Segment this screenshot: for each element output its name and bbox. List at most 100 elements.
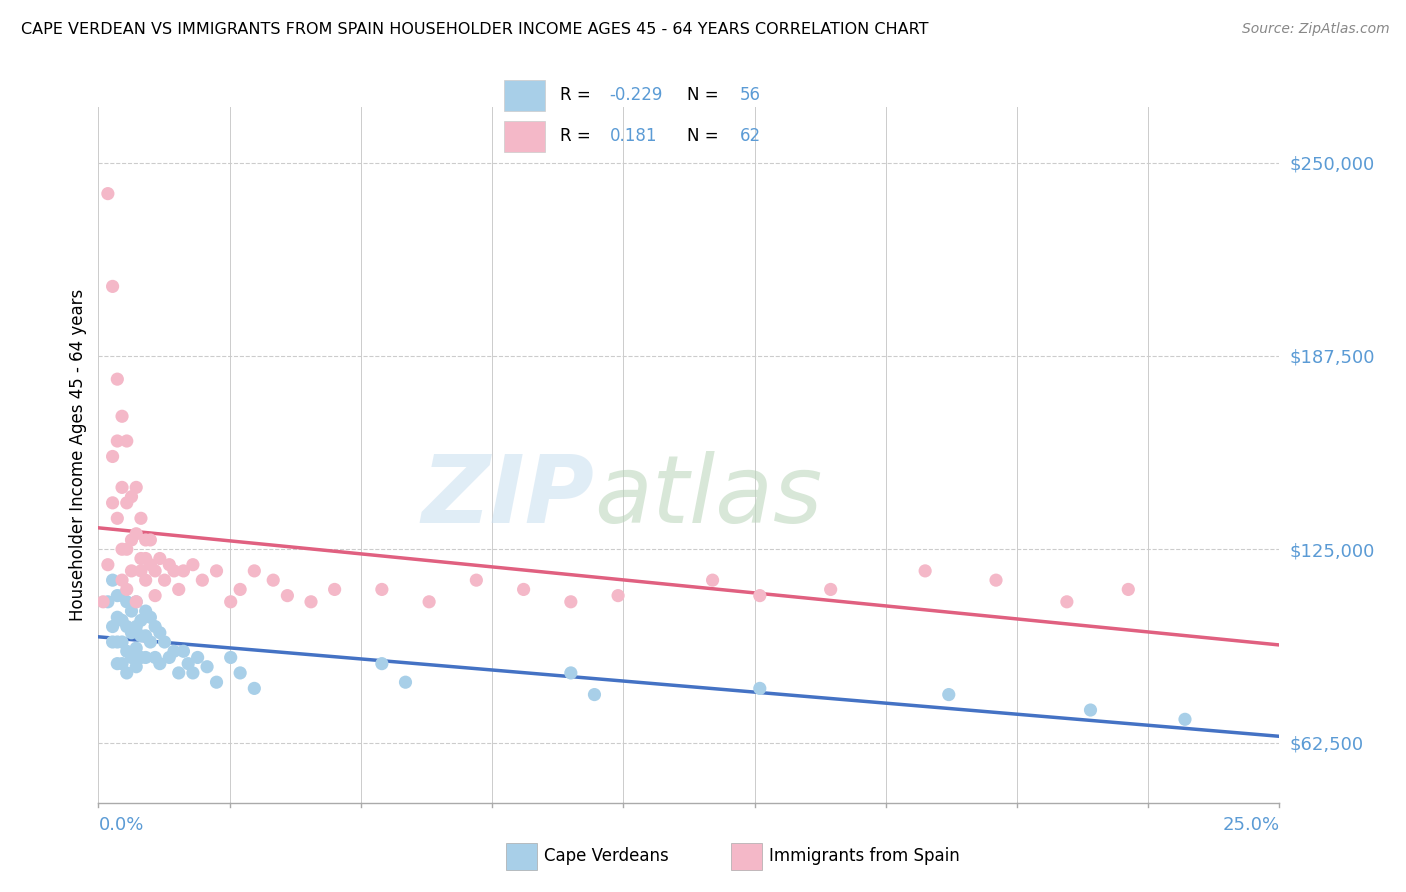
Point xyxy=(111,589,134,603)
Point xyxy=(101,635,124,649)
Point xyxy=(115,434,138,448)
Point xyxy=(938,688,960,702)
Point xyxy=(105,635,128,649)
Point xyxy=(914,564,936,578)
Point xyxy=(121,625,143,640)
Bar xyxy=(505,121,544,152)
Text: ZIP: ZIP xyxy=(422,450,595,542)
Point xyxy=(205,564,228,578)
Point xyxy=(135,629,157,643)
Y-axis label: Householder Income Ages 45 - 64 years: Householder Income Ages 45 - 64 years xyxy=(69,289,87,621)
Point xyxy=(153,635,176,649)
Point xyxy=(276,589,298,603)
Point xyxy=(115,619,138,633)
Text: R =: R = xyxy=(560,127,596,145)
Point xyxy=(163,564,186,578)
Bar xyxy=(505,80,544,111)
Point xyxy=(172,564,194,578)
Point xyxy=(91,595,114,609)
Point xyxy=(748,589,770,603)
Point xyxy=(101,496,124,510)
Point xyxy=(143,619,166,633)
Point xyxy=(125,641,148,656)
Point xyxy=(115,595,138,609)
Point xyxy=(129,551,152,566)
Point xyxy=(115,644,138,658)
Point xyxy=(129,511,152,525)
Point xyxy=(111,635,134,649)
Point xyxy=(125,619,148,633)
Point xyxy=(299,595,322,609)
Point xyxy=(125,595,148,609)
Point xyxy=(97,595,120,609)
Point xyxy=(181,665,204,680)
Point xyxy=(111,480,134,494)
Point xyxy=(143,650,166,665)
Point xyxy=(111,573,134,587)
Point xyxy=(418,595,440,609)
Text: Immigrants from Spain: Immigrants from Spain xyxy=(769,847,960,865)
Point xyxy=(149,625,172,640)
Point xyxy=(177,657,200,671)
Text: Source: ZipAtlas.com: Source: ZipAtlas.com xyxy=(1241,22,1389,37)
Text: 62: 62 xyxy=(740,127,761,145)
Point xyxy=(105,434,128,448)
Point xyxy=(111,542,134,557)
Point xyxy=(702,573,724,587)
Point xyxy=(135,533,157,547)
Point xyxy=(167,582,190,597)
Text: -0.229: -0.229 xyxy=(610,87,664,104)
Point xyxy=(560,665,582,680)
Point xyxy=(121,564,143,578)
Point xyxy=(121,533,143,547)
Point xyxy=(105,657,128,671)
Point xyxy=(129,650,152,665)
Point xyxy=(1056,595,1078,609)
Point xyxy=(121,650,143,665)
Point xyxy=(163,644,186,658)
Point xyxy=(105,589,128,603)
Point xyxy=(125,526,148,541)
Point xyxy=(1080,703,1102,717)
Point xyxy=(219,595,242,609)
Point xyxy=(181,558,204,572)
Point xyxy=(115,496,138,510)
Point xyxy=(101,619,124,633)
Point xyxy=(243,681,266,696)
Point xyxy=(139,610,162,624)
Point xyxy=(115,582,138,597)
Point xyxy=(139,558,162,572)
Point xyxy=(167,665,190,680)
Point xyxy=(560,595,582,609)
Point xyxy=(135,551,157,566)
Text: Cape Verdeans: Cape Verdeans xyxy=(544,847,669,865)
Point xyxy=(323,582,346,597)
Point xyxy=(465,573,488,587)
Text: 0.181: 0.181 xyxy=(610,127,657,145)
Point xyxy=(111,657,134,671)
Point xyxy=(607,589,630,603)
Point xyxy=(371,582,394,597)
Point xyxy=(153,573,176,587)
Point xyxy=(111,409,134,424)
Point xyxy=(371,657,394,671)
Point xyxy=(143,564,166,578)
Text: N =: N = xyxy=(688,87,724,104)
Point xyxy=(129,613,152,627)
Point xyxy=(229,665,252,680)
Point xyxy=(135,573,157,587)
Point xyxy=(219,650,242,665)
Point xyxy=(125,659,148,673)
Point xyxy=(1116,582,1139,597)
Point xyxy=(172,644,194,658)
Point xyxy=(101,279,124,293)
Point xyxy=(512,582,534,597)
Point xyxy=(115,542,138,557)
Point xyxy=(139,533,162,547)
Point xyxy=(149,551,172,566)
Point xyxy=(262,573,284,587)
Point xyxy=(121,490,143,504)
Point xyxy=(101,450,124,464)
Point xyxy=(157,650,180,665)
Point xyxy=(125,480,148,494)
